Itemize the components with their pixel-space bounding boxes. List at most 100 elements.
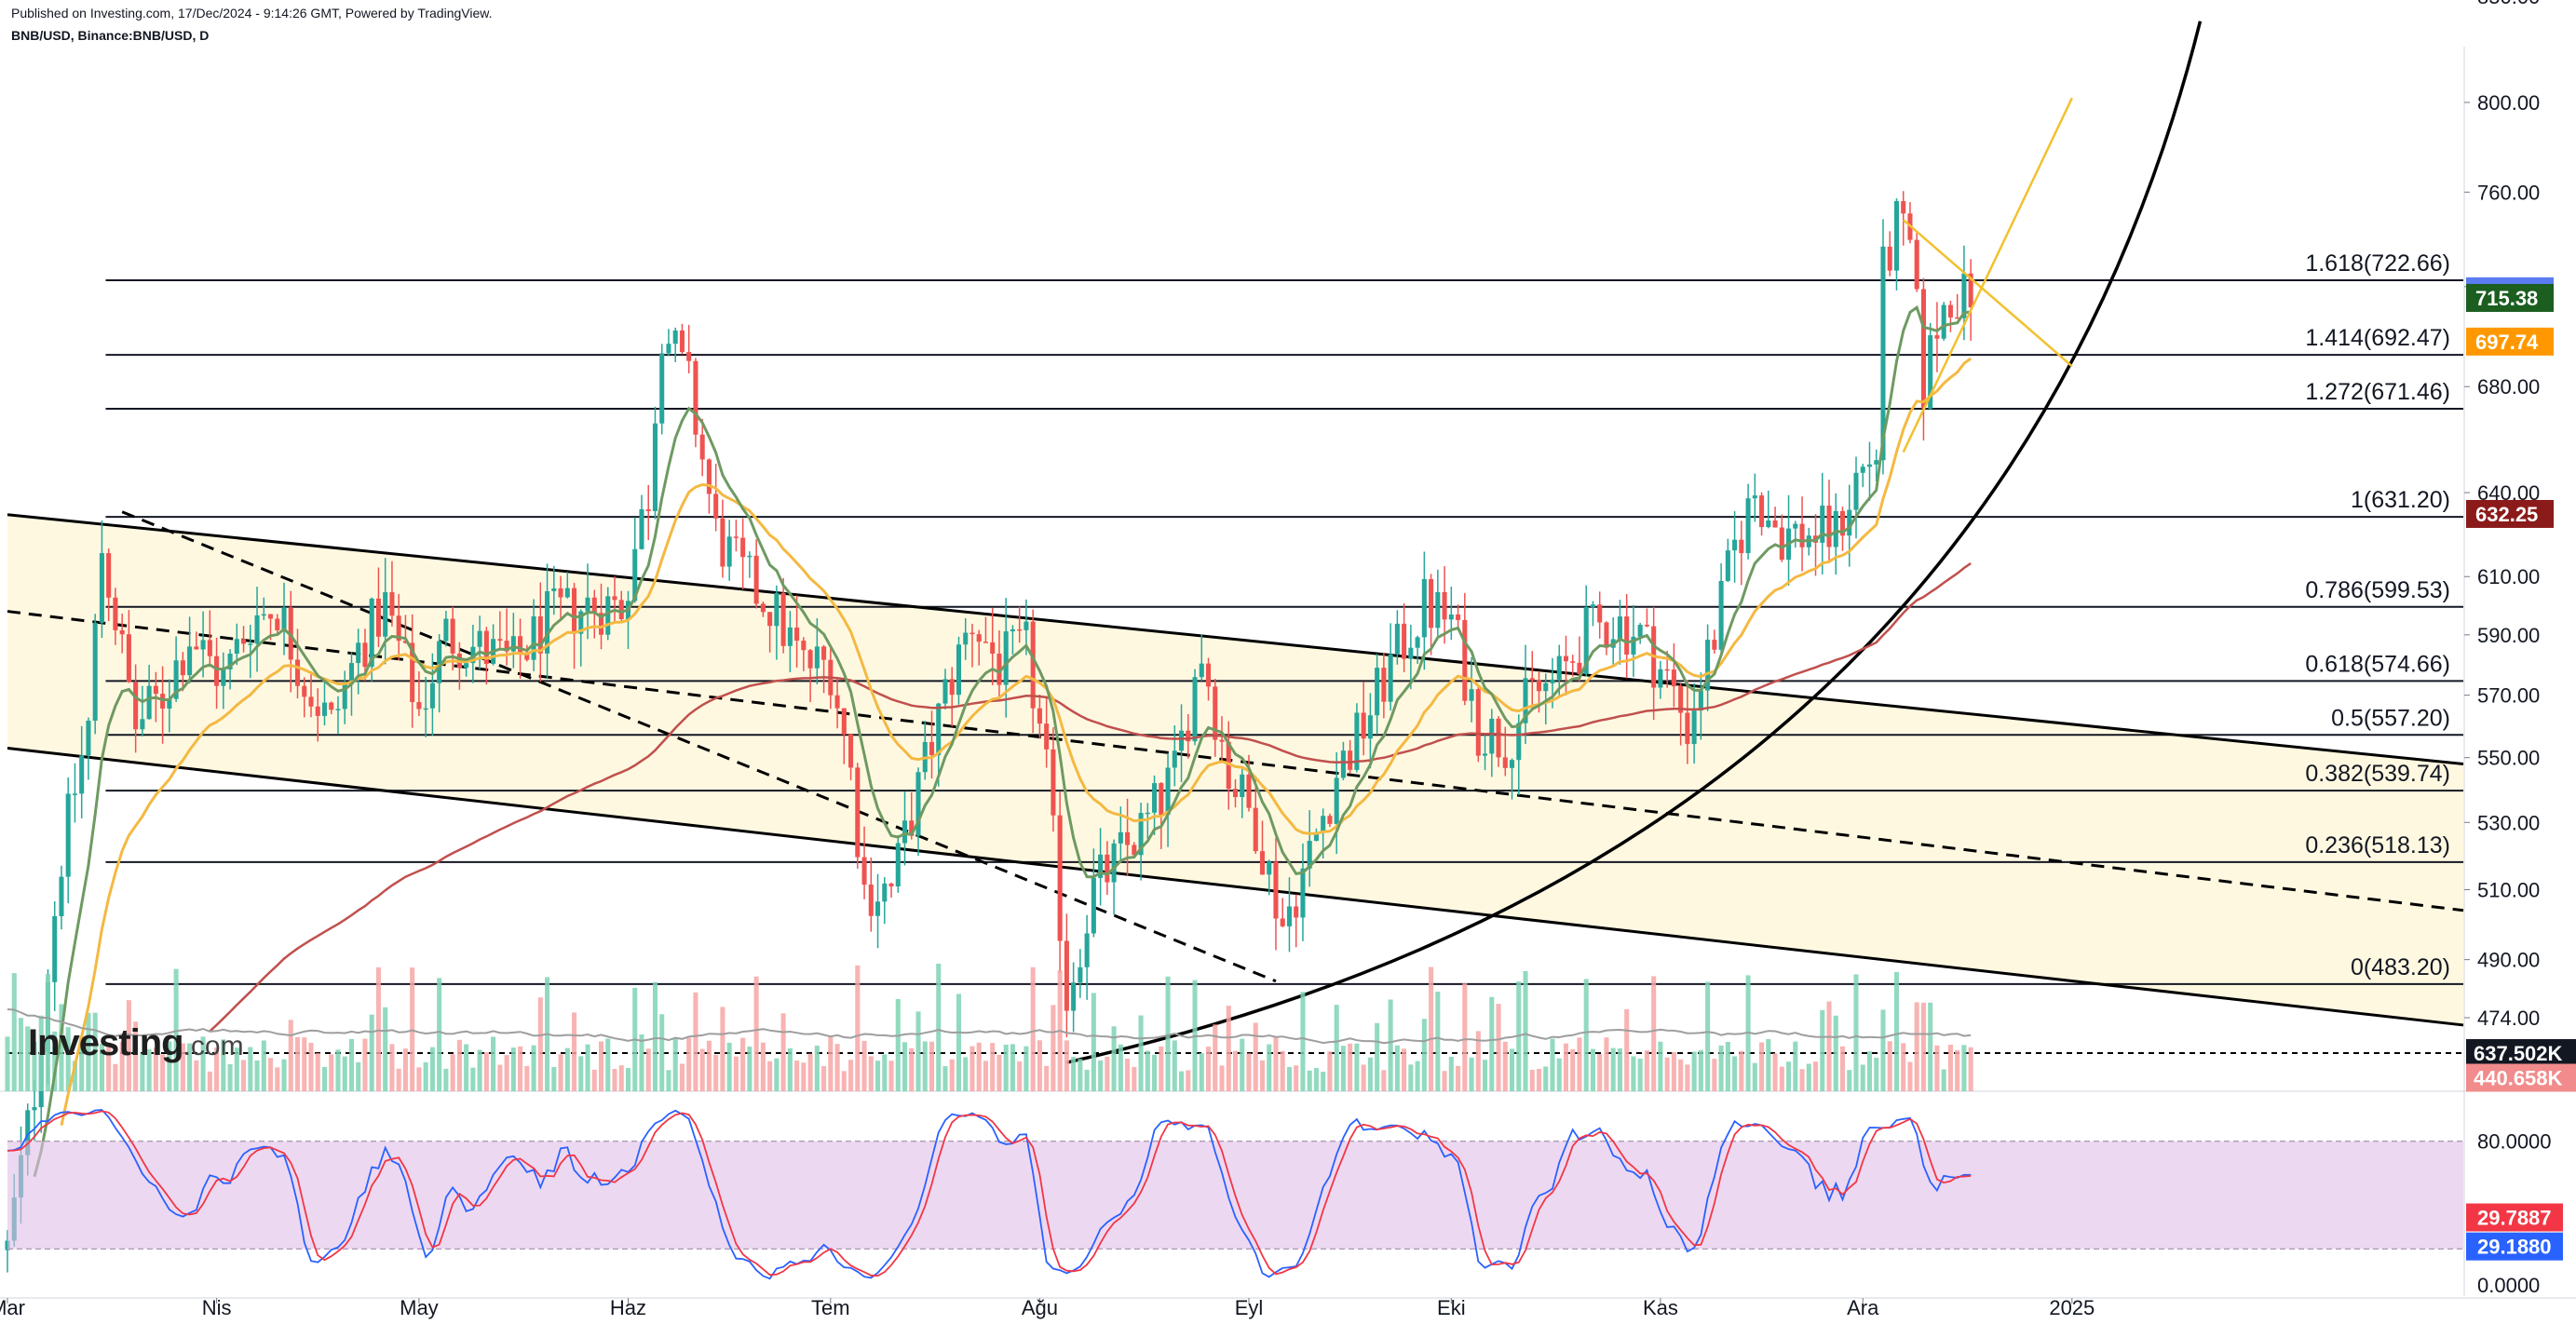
- candle-body: [618, 600, 624, 619]
- volume-bar: [720, 1007, 725, 1091]
- candle-body: [321, 702, 328, 716]
- volume-bar: [659, 1014, 665, 1091]
- candle-body: [437, 641, 442, 683]
- candle-body: [396, 615, 401, 642]
- candle-body: [1664, 669, 1670, 671]
- volume-bar: [221, 1039, 226, 1091]
- candle-body: [1246, 774, 1252, 808]
- volume-bar: [1415, 1061, 1420, 1091]
- candle-body: [356, 642, 361, 664]
- volume-bar: [828, 1036, 834, 1091]
- volume-bar: [1226, 1006, 1231, 1091]
- candle-body: [1030, 621, 1036, 709]
- volume-bar: [1664, 1057, 1670, 1091]
- candle-body: [1617, 616, 1622, 640]
- volume-bar: [1051, 1005, 1056, 1091]
- candle-body: [1213, 686, 1218, 740]
- volume-bar: [483, 1052, 489, 1091]
- candle-body: [1361, 712, 1366, 739]
- candle-body: [389, 592, 395, 616]
- volume-bar: [464, 1044, 469, 1091]
- volume-bar: [1839, 1046, 1846, 1091]
- volume-bar: [18, 1018, 24, 1091]
- volume-bar: [841, 1071, 847, 1091]
- candle-body: [598, 613, 604, 635]
- candle-body: [666, 344, 671, 354]
- candle-body: [1159, 783, 1164, 816]
- candle-body: [1267, 861, 1272, 875]
- volume-bar: [1165, 976, 1171, 1091]
- fib-label-6: 0.618(574.66): [2305, 651, 2450, 677]
- volume-bar: [1024, 1046, 1029, 1091]
- volume-bar: [1772, 1053, 1778, 1091]
- volume-bar: [861, 1040, 867, 1091]
- candle-body: [221, 669, 226, 686]
- candle-body: [65, 793, 71, 877]
- volume-bar: [726, 1042, 732, 1091]
- volume-bar: [510, 1047, 516, 1091]
- volume-bar: [153, 1047, 158, 1091]
- volume-bar: [25, 1026, 31, 1091]
- price-tick-label-11: 510.00: [2477, 879, 2540, 902]
- time-tick-label-0: Mar: [0, 1296, 25, 1319]
- volume-bar: [564, 1047, 570, 1091]
- candle-body: [632, 548, 638, 601]
- volume-bar: [1394, 1045, 1400, 1091]
- candle-body: [578, 611, 584, 634]
- candle-body: [780, 592, 786, 646]
- candle-body: [1833, 510, 1838, 547]
- volume-bar: [1253, 1022, 1258, 1091]
- candle-body: [1199, 663, 1204, 678]
- candle-body: [855, 767, 861, 858]
- volume-bar: [706, 1040, 712, 1091]
- candle-body: [693, 360, 698, 435]
- volume-bar: [1786, 1061, 1792, 1091]
- volume-bar: [1273, 1036, 1279, 1091]
- candle-body: [1947, 304, 1953, 318]
- volume-bar: [1691, 1051, 1697, 1091]
- candle-body: [1017, 628, 1023, 631]
- fib-label-3: 1.272(671.46): [2305, 379, 2450, 405]
- volume-bar: [254, 1060, 260, 1091]
- volume-bar: [1246, 1053, 1252, 1091]
- volume-bar: [1563, 1043, 1569, 1091]
- volume-bar: [1570, 1048, 1576, 1091]
- candle-body: [1259, 851, 1266, 875]
- candle-body: [510, 636, 516, 652]
- volume-bar: [302, 1037, 307, 1091]
- volume-bar: [1078, 1059, 1083, 1091]
- volume-bar: [882, 1054, 888, 1091]
- volume-bar: [1421, 1019, 1427, 1091]
- price-tick-label-12: 490.00: [2477, 949, 2540, 972]
- volume-bar: [605, 1038, 611, 1091]
- volume-bar: [1678, 1059, 1684, 1091]
- volume-bar: [1880, 1009, 1886, 1091]
- volume-bar: [1671, 1052, 1676, 1091]
- oscillator-badge-bg-0: [2466, 1203, 2563, 1232]
- candle-body: [848, 734, 854, 768]
- candle-body: [410, 642, 415, 703]
- volume-bar: [402, 1048, 408, 1091]
- price-tick-label-7: 590.00: [2477, 624, 2540, 647]
- volume-bar: [801, 1062, 807, 1091]
- candle-body: [679, 330, 685, 353]
- volume-bar: [868, 1056, 874, 1091]
- candle-body: [140, 719, 145, 730]
- candle-body: [1901, 200, 1906, 214]
- volume-bar: [1354, 1043, 1360, 1091]
- candle-body: [747, 555, 752, 558]
- fib-label-9: 0.236(518.13): [2305, 832, 2450, 858]
- volume-bar: [1340, 1046, 1346, 1091]
- volume-bar: [11, 973, 17, 1091]
- candle-body: [106, 553, 112, 598]
- volume-bar: [321, 1066, 328, 1091]
- candle-body: [909, 820, 915, 836]
- candle-body: [1570, 661, 1576, 663]
- candle-body: [1718, 580, 1724, 650]
- candle-body: [1078, 966, 1083, 983]
- volume-bar: [1685, 1064, 1690, 1091]
- candle-body: [1860, 466, 1865, 473]
- volume-bar: [99, 1043, 104, 1091]
